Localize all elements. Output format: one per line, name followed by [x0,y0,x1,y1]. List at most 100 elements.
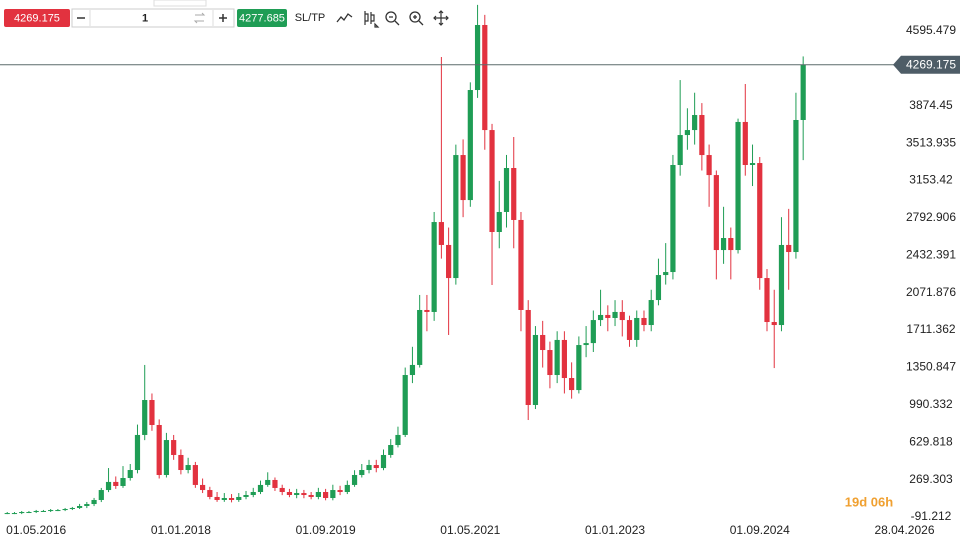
candle-body [778,244,785,326]
candle-body [76,505,83,508]
candle-body [626,320,633,340]
candle-body [48,510,54,512]
y-tick-label: -91.212 [911,509,952,523]
candle-body [315,491,321,497]
candle-body [185,465,191,471]
countdown: 19d 06h [845,494,893,509]
zoom-in-icon[interactable] [409,11,424,26]
candle-body [655,275,662,301]
plus-button[interactable] [219,14,227,22]
candle-body [69,507,75,510]
sell-price[interactable]: 4269.175 [14,12,60,24]
candle-body [684,130,690,136]
candle-body [576,345,582,391]
candle-body [540,334,546,351]
candle-body [286,491,293,496]
quantity[interactable]: 1 [142,12,148,24]
candle-body [720,238,727,251]
candle-body [156,425,162,475]
line-chart-icon[interactable] [336,13,353,23]
candle-body [583,343,589,346]
candle-body [511,168,517,220]
candle-body [764,278,770,323]
candle-body [525,309,531,405]
current-price-label: 4269.175 [906,57,956,71]
candle-body [55,510,61,512]
candle-body [597,314,604,321]
candle-body [221,498,227,500]
candle-body [105,481,112,491]
candle-body [4,513,10,515]
candle-body [677,135,683,166]
candle-body [786,244,792,253]
y-tick-label: 2071.876 [906,285,956,299]
plot-area: 4595.479 3874.45 3513.935 3153.42 2792.906 24… [0,4,960,537]
candle-body [98,490,104,500]
candle-body [330,490,336,499]
sell-button[interactable] [4,9,70,27]
x-tick-label: 01.01.2023 [585,523,645,537]
candle-body [532,334,539,405]
pan-icon[interactable] [433,10,449,26]
y-tick-label: 1350.847 [906,360,956,374]
swap-icon[interactable] [193,12,206,24]
zoom-out-icon[interactable] [385,11,400,26]
candle-body [120,477,126,486]
candle-body [590,320,596,344]
candle-body [366,465,372,471]
candle-body [699,115,705,156]
candle-body [793,119,799,253]
candle-body [605,314,611,318]
candle-body [149,400,155,426]
y-tick-label: 1711.362 [906,322,955,336]
candle-body [771,322,777,326]
candle-body [503,168,510,212]
candle-body [460,155,466,201]
buy-button[interactable] [237,9,287,27]
candle-body [62,509,68,511]
candle-body [359,470,365,475]
candle-body [228,498,235,500]
candle-body [569,378,575,391]
y-tick-label: 2792.906 [906,210,956,224]
x-tick-label: 01.01.2018 [151,523,211,537]
candle-body [134,434,141,471]
tab [153,0,207,7]
quantity-box[interactable] [71,8,235,28]
candle-body [706,155,712,176]
candle-body [192,465,198,485]
candle-body [670,165,676,273]
y-tick-label: 990.332 [909,397,953,411]
candle-body [489,130,495,232]
candle-body [554,339,560,376]
candle-body [518,219,524,310]
candle-body [692,115,698,131]
candle-body [113,481,119,486]
buy-price[interactable]: 4277.685 [239,12,285,24]
candle-body [142,400,148,435]
y-tick-label: 3153.42 [909,173,953,187]
candle-body [438,222,444,245]
candle-body [467,90,473,201]
y-tick-label: 3513.935 [906,135,956,149]
candle-body [351,474,358,485]
candle-body [33,510,39,513]
candle-body [84,504,90,506]
candle-body [214,496,220,500]
sltp-button[interactable]: SL/TP [295,12,326,24]
candle-body [257,484,264,492]
candle-body [250,491,256,496]
candle-body [735,121,741,251]
candle-body [344,484,350,492]
candle-body [11,513,18,515]
x-tick-label: 01.05.2016 [6,523,66,537]
candle-body [127,470,133,478]
candle-body [482,24,488,131]
candle-body [243,495,249,497]
candle-body [308,495,314,497]
candle-body [742,121,748,166]
y-tick-label: 269.303 [909,472,953,486]
candle-icon[interactable] [364,11,380,28]
